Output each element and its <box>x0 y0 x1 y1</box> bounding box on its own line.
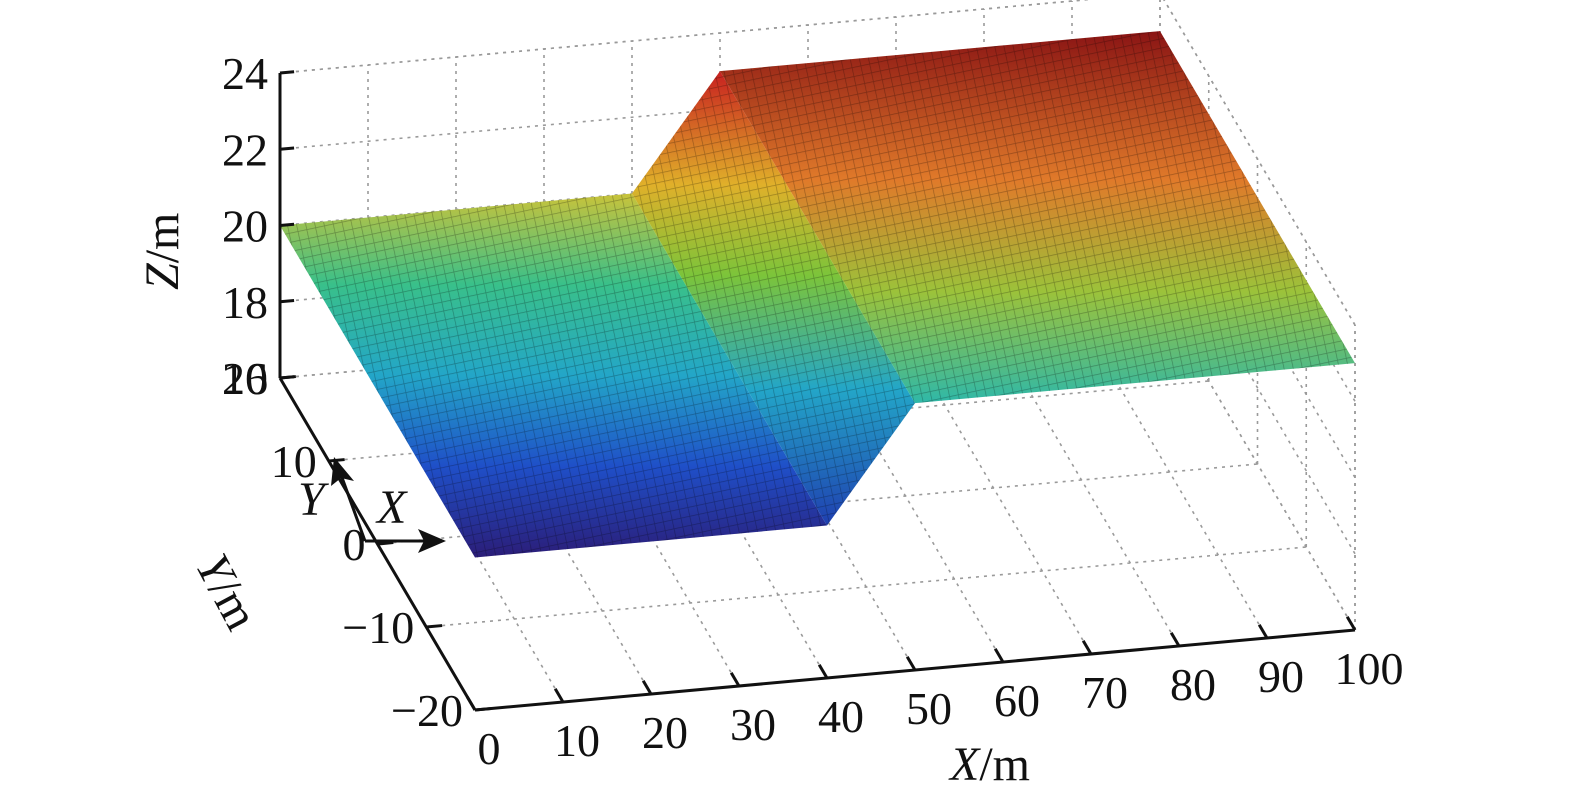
x-tick-mark <box>1169 631 1181 647</box>
direction-arrows: X Y <box>298 457 446 553</box>
z-tick-mark <box>279 375 295 380</box>
z-tick-label: 18 <box>222 277 268 328</box>
z-tick-label: 22 <box>222 124 268 175</box>
surface-mesh <box>632 71 915 526</box>
x-tick-mark <box>641 679 653 695</box>
y-tick-mark <box>474 707 491 712</box>
surface-mesh <box>720 31 1355 404</box>
x-tick-label: 40 <box>818 691 864 742</box>
x-tick-label: 30 <box>730 699 776 750</box>
x-tick-mark <box>1081 639 1093 655</box>
x-tick-label: 100 <box>1335 643 1404 694</box>
y-tick-mark <box>426 624 443 629</box>
y-axis-label: Y/m <box>185 545 268 638</box>
x-tick-mark <box>993 647 1005 663</box>
y-tick-label: 0 <box>343 519 366 570</box>
z-tick-mark <box>279 222 295 227</box>
x-tick-mark <box>817 663 829 679</box>
y-tick-label: −10 <box>342 602 414 653</box>
tick-labels: 0 10 20 30 40 50 60 70 80 90 100−20−10010201618202… <box>222 48 1404 774</box>
x-tick-label: 0 <box>478 723 501 774</box>
x-tick-mark <box>465 695 477 711</box>
x-tick-label: 50 <box>906 683 952 734</box>
x-tick-label: 80 <box>1170 659 1216 710</box>
z-tick-label: 20 <box>222 201 268 252</box>
x-tick-label: 90 <box>1258 651 1304 702</box>
z-axis-label: Z/m <box>136 213 189 290</box>
x-tick-label: 20 <box>642 707 688 758</box>
x-tick-mark <box>1345 615 1357 631</box>
x-tick-label: 70 <box>1082 667 1128 718</box>
x-tick-label: 10 <box>554 715 600 766</box>
x-tick-mark <box>905 655 917 671</box>
surface-mesh <box>280 193 827 558</box>
box-edge <box>279 0 1092 74</box>
surface <box>280 31 1355 558</box>
x-arrow-head <box>418 529 446 553</box>
z-tick-mark <box>279 70 295 75</box>
z-tick-mark <box>279 146 295 151</box>
y-arrow-label: Y <box>298 473 329 526</box>
x-tick-mark <box>1257 623 1269 639</box>
floor-grid-y <box>426 546 1307 628</box>
x-tick-label: 60 <box>994 675 1040 726</box>
z-tick-mark <box>279 298 295 304</box>
box-edge <box>1163 0 1356 326</box>
axes <box>278 70 1357 712</box>
z-tick-label: 24 <box>222 48 268 99</box>
y-tick-label: 10 <box>271 436 317 487</box>
y-arrow-head <box>331 457 354 486</box>
y-direction-arrow <box>338 471 367 542</box>
x-tick-mark <box>553 687 565 703</box>
y-tick-label: 20 <box>222 353 268 404</box>
x-arrow-label: X <box>375 481 408 534</box>
y-tick-mark <box>377 541 394 546</box>
z-tick-label: 16 <box>222 353 268 404</box>
x-axis-label: X/m <box>948 738 1030 791</box>
y-tick-label: −20 <box>391 685 463 736</box>
x-tick-mark <box>729 671 741 687</box>
